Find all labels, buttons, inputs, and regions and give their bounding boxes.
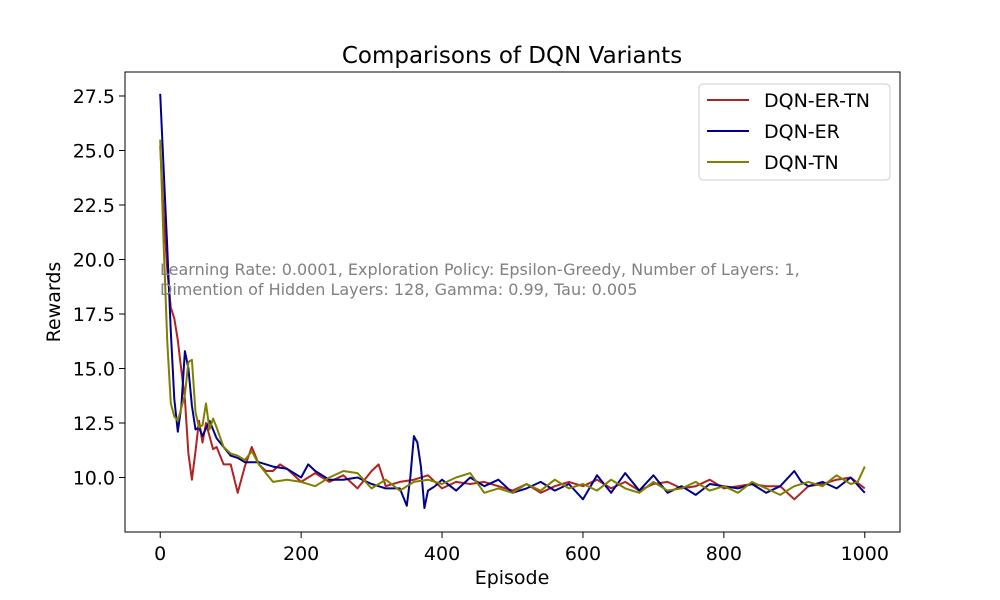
x-tick-label: 0 xyxy=(154,543,166,565)
x-tick-label: 200 xyxy=(283,543,319,565)
y-tick-label: 22.5 xyxy=(73,195,115,217)
legend-label-dqn-er-tn: DQN-ER-TN xyxy=(764,90,870,112)
y-tick-label: 27.5 xyxy=(73,86,115,108)
x-tick-label: 800 xyxy=(706,543,742,565)
legend-label-dqn-tn: DQN-TN xyxy=(764,152,839,174)
x-tick-label: 400 xyxy=(424,543,460,565)
y-axis-label: Rewards xyxy=(43,262,65,343)
annotation-line-1: Learning Rate: 0.0001, Exploration Polic… xyxy=(160,260,800,279)
y-tick-label: 10.0 xyxy=(73,467,115,489)
y-tick-label: 15.0 xyxy=(73,358,115,380)
chart-title: Comparisons of DQN Variants xyxy=(342,43,682,69)
plot-frame xyxy=(124,71,901,533)
x-tick-label: 1000 xyxy=(841,543,889,565)
series-line-dqn-er xyxy=(159,93,866,509)
series-lines xyxy=(159,93,866,509)
annotation-line-2: Dimention of Hidden Layers: 128, Gamma: … xyxy=(160,280,637,299)
x-axis: 0 200 400 600 800 1000 xyxy=(154,532,889,565)
y-tick-label: 12.5 xyxy=(73,413,115,435)
x-axis-label: Episode xyxy=(475,567,550,589)
legend-label-dqn-er: DQN-ER xyxy=(764,121,840,143)
y-tick-label: 25.0 xyxy=(73,140,115,162)
legend: DQN-ER-TN DQN-ER DQN-TN xyxy=(698,83,891,181)
y-tick-label: 17.5 xyxy=(73,304,115,326)
legend-box xyxy=(698,83,891,181)
y-tick-label: 20.0 xyxy=(73,249,115,271)
x-tick-label: 600 xyxy=(565,543,601,565)
series-line-dqn-tn xyxy=(159,139,866,496)
y-axis: 10.0 12.5 15.0 17.5 20.0 22.5 25.0 27.5 xyxy=(73,86,125,489)
